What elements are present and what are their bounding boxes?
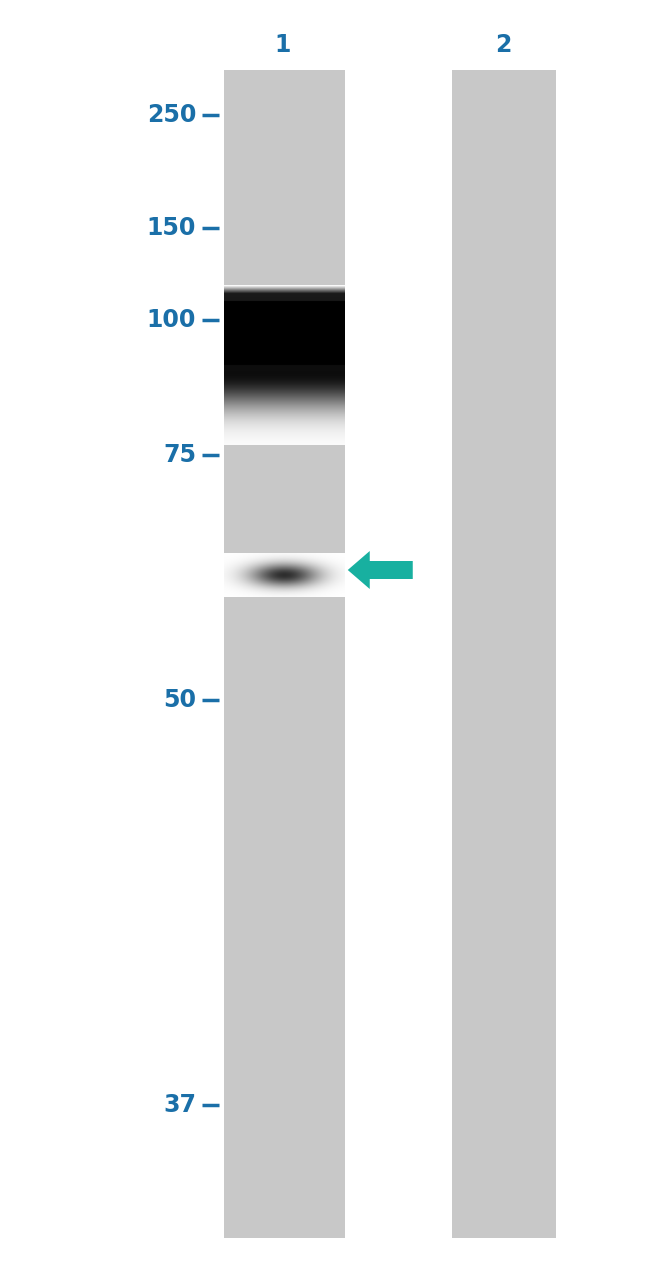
Text: 37: 37 <box>163 1093 196 1118</box>
Bar <box>452 70 556 1238</box>
Text: 50: 50 <box>163 688 196 712</box>
Text: 1: 1 <box>274 33 291 57</box>
Text: 100: 100 <box>147 309 196 331</box>
Text: 75: 75 <box>163 443 196 467</box>
Text: 2: 2 <box>495 33 512 57</box>
Bar <box>224 70 344 1238</box>
Text: 150: 150 <box>147 216 196 240</box>
FancyArrow shape <box>348 551 413 589</box>
Text: 250: 250 <box>147 103 196 127</box>
